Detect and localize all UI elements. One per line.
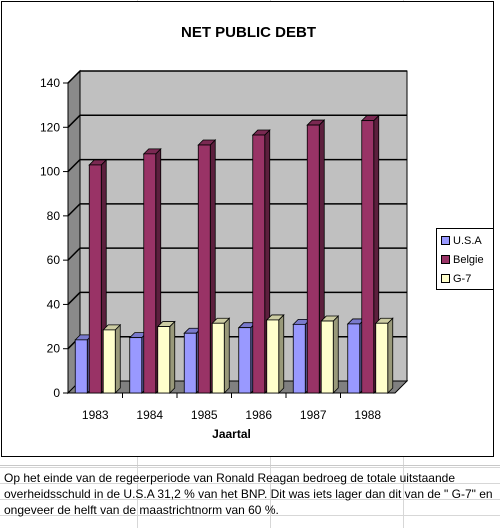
- bar-u-s-a-1984: [129, 337, 143, 394]
- chart-area[interactable]: NET PUBLIC DEBT 0 20 40 60 80 100 120 140 1983 19…: [1, 1, 494, 457]
- gridline: [67, 247, 407, 261]
- x-tick-label: 1984: [136, 408, 163, 422]
- bar-g-7-1987: [320, 320, 334, 394]
- legend-swatch: [441, 236, 450, 245]
- bar-side: [169, 320, 176, 394]
- bar-u-s-a-1983: [74, 339, 88, 394]
- x-tick-label: 1987: [300, 408, 327, 422]
- legend-swatch: [441, 274, 450, 283]
- chart-legend[interactable]: U.S.A Belgie G-7: [436, 228, 494, 290]
- gridline: [67, 291, 407, 305]
- x-tick-label: 1985: [191, 408, 218, 422]
- bar-belgie-1983: [88, 164, 102, 394]
- gridline: [67, 158, 407, 173]
- bar-g-7-1984: [157, 326, 171, 394]
- x-tick-label: 1986: [245, 408, 272, 422]
- y-tick-label: 40: [47, 297, 61, 311]
- bar-g-7-1986: [266, 319, 280, 394]
- y-tick-label: 0: [53, 386, 60, 400]
- bar-belgie-1986: [252, 134, 266, 394]
- gridline: [67, 203, 407, 217]
- bar-belgie-1988: [361, 120, 375, 394]
- y-tick-label: 120: [40, 120, 60, 134]
- x-tick-label: 1988: [354, 408, 381, 422]
- bar-side: [223, 317, 230, 394]
- legend-item: Belgie: [441, 250, 493, 269]
- y-tick-label: 100: [40, 165, 60, 179]
- legend-item: U.S.A: [441, 231, 493, 250]
- legend-item: G-7: [441, 269, 493, 288]
- y-tick-label: 80: [47, 209, 61, 223]
- legend-label: U.S.A: [453, 234, 482, 247]
- x-tick-label: 1983: [82, 408, 109, 422]
- bar-belgie-1985: [197, 144, 211, 394]
- legend-label: G-7: [453, 272, 472, 285]
- bar-g-7-1985: [211, 322, 225, 394]
- bar-side: [332, 315, 339, 394]
- legend-label: Belgie: [453, 253, 484, 266]
- y-tick-label: 60: [47, 253, 61, 267]
- bar-u-s-a-1985: [183, 332, 197, 394]
- bar-u-s-a-1987: [292, 323, 306, 394]
- bar-chart: 0 20 40 60 80 100 120 140 1983 1984 1985 1986 1987 19…: [40, 69, 409, 441]
- bar-belgie-1984: [143, 153, 157, 394]
- bar-side: [278, 313, 285, 394]
- bar-u-s-a-1986: [238, 327, 252, 394]
- gridline: [67, 114, 407, 128]
- bar-u-s-a-1988: [347, 323, 361, 394]
- x-axis-title: Jaartal: [212, 427, 251, 441]
- bar-side: [387, 317, 394, 394]
- caption-text: Op het einde van de regeerperiode van Ro…: [0, 465, 500, 528]
- chart-title: NET PUBLIC DEBT: [181, 24, 316, 41]
- y-tick-label: 20: [47, 342, 61, 356]
- bar-side: [114, 323, 121, 394]
- bar-g-7-1983: [102, 329, 116, 394]
- bar-g-7-1988: [375, 322, 389, 394]
- y-tick-label: 140: [40, 76, 60, 90]
- bar-belgie-1987: [306, 124, 320, 394]
- gridline: [67, 70, 407, 84]
- legend-swatch: [441, 255, 450, 264]
